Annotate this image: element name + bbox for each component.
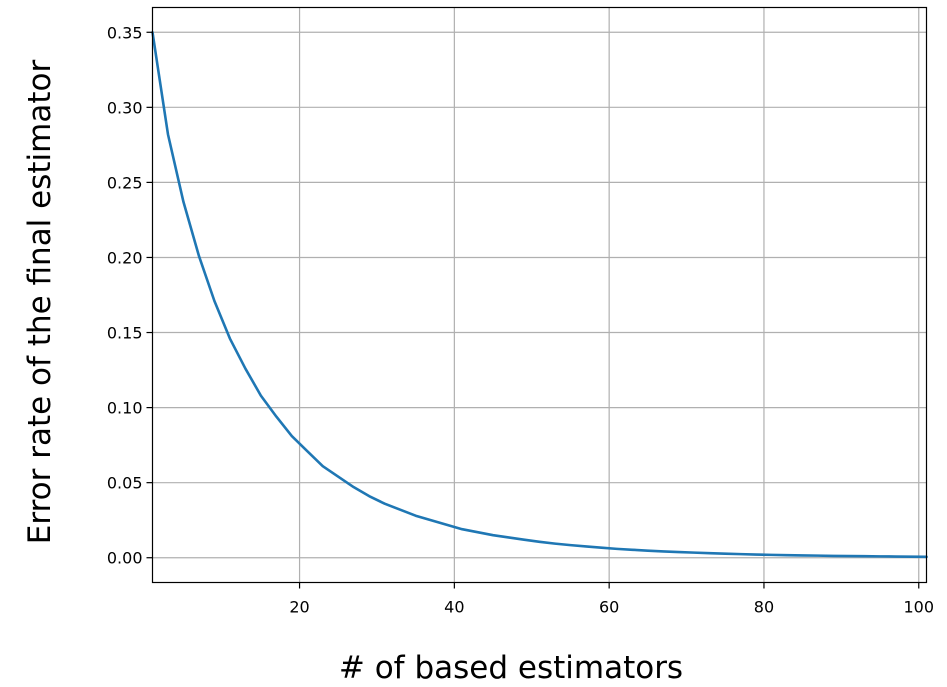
y-tick-label: 0.35 [107, 23, 143, 42]
grid-lines [152, 7, 927, 583]
y-tick-label: 0.00 [107, 549, 143, 568]
y-tick-label: 0.05 [107, 474, 143, 493]
y-axis-label: Error rate of the final estimator [22, 60, 58, 545]
x-tick-label: 100 [903, 598, 934, 617]
y-tick-label: 0.10 [107, 399, 143, 418]
x-tick-label: 40 [444, 598, 464, 617]
x-tick-label: 80 [754, 598, 774, 617]
series-line [151, 30, 928, 559]
x-axis-label: # of based estimators [339, 650, 683, 686]
y-tick-label: 0.25 [107, 173, 143, 192]
y-tick-label: 0.30 [107, 98, 143, 117]
x-tick-label: 20 [289, 598, 309, 617]
y-tick-label: 0.15 [107, 324, 143, 343]
y-tick-label: 0.20 [107, 248, 143, 267]
y-axis-ticks: 0.00 0.05 0.10 0.15 0.20 0.25 0.30 0.35 [107, 23, 153, 568]
plot-area [151, 30, 928, 559]
x-axis-ticks: 20 40 60 80 100 [289, 582, 934, 617]
x-tick-label: 60 [599, 598, 619, 617]
plot-frame [151, 6, 928, 584]
